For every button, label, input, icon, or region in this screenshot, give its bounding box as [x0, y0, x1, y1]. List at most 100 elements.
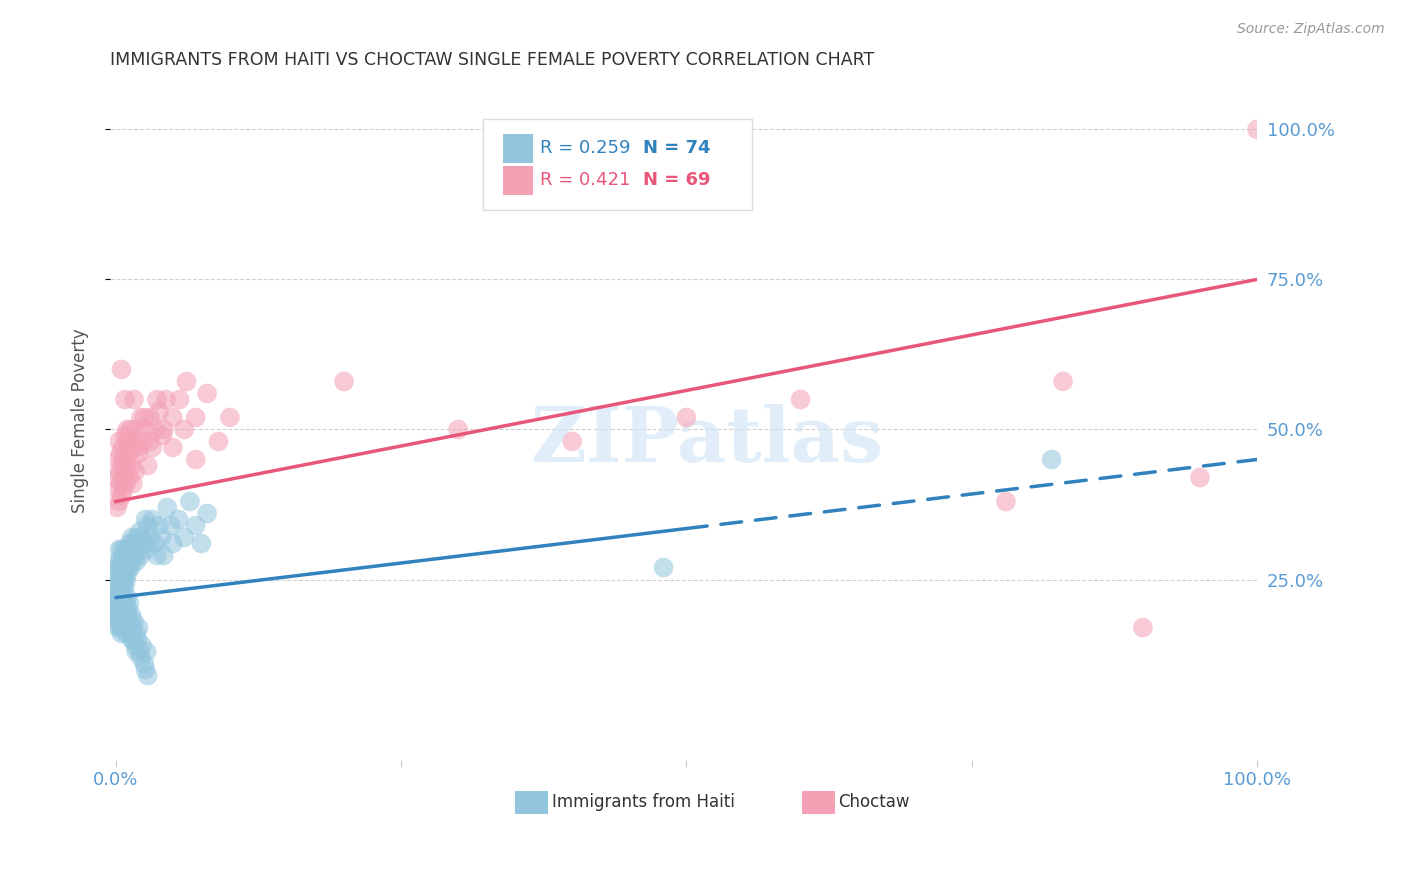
Point: [120, 542, 142, 557]
Point: [114, 615, 136, 629]
Point: [125, 531, 148, 545]
Point: [120, 434, 142, 449]
Point: [107, 597, 129, 611]
Point: [110, 621, 132, 635]
Point: [135, 644, 157, 658]
Point: [141, 441, 163, 455]
FancyBboxPatch shape: [503, 135, 533, 162]
Point: [115, 549, 138, 563]
Point: [120, 626, 142, 640]
Point: [115, 542, 138, 557]
Point: [110, 476, 132, 491]
Point: [127, 536, 149, 550]
Point: [110, 362, 132, 376]
Point: [111, 555, 134, 569]
Point: [162, 536, 184, 550]
Point: [108, 434, 131, 449]
Point: [146, 392, 169, 407]
Point: [110, 578, 132, 592]
Point: [145, 422, 167, 436]
Point: [121, 549, 143, 563]
Point: [114, 465, 136, 479]
Point: [107, 602, 129, 616]
Point: [107, 566, 129, 581]
Point: [120, 560, 142, 574]
Point: [114, 602, 136, 616]
Point: [127, 632, 149, 647]
Point: [112, 602, 135, 616]
Point: [117, 549, 139, 563]
Point: [152, 422, 174, 436]
Point: [115, 422, 138, 436]
Point: [111, 560, 134, 574]
Point: [159, 518, 181, 533]
Point: [110, 591, 132, 605]
Point: [131, 639, 153, 653]
Point: [139, 434, 162, 449]
Point: [994, 494, 1017, 508]
Point: [110, 584, 132, 599]
Point: [129, 650, 152, 665]
Point: [146, 549, 169, 563]
Point: [108, 591, 131, 605]
Text: IMMIGRANTS FROM HAITI VS CHOCTAW SINGLE FEMALE POVERTY CORRELATION CHART: IMMIGRANTS FROM HAITI VS CHOCTAW SINGLE …: [110, 51, 875, 69]
Point: [110, 458, 132, 473]
Point: [111, 615, 134, 629]
Point: [1188, 470, 1211, 484]
Point: [111, 441, 134, 455]
Point: [114, 566, 136, 581]
Point: [184, 410, 207, 425]
Point: [124, 639, 146, 653]
Point: [124, 465, 146, 479]
Point: [117, 602, 139, 616]
Point: [115, 434, 138, 449]
Point: [184, 518, 207, 533]
Point: [179, 494, 201, 508]
Point: [107, 483, 129, 497]
Point: [173, 531, 195, 545]
Point: [107, 578, 129, 592]
FancyBboxPatch shape: [482, 119, 752, 211]
Point: [148, 404, 170, 418]
Point: [156, 500, 179, 515]
Point: [129, 549, 152, 563]
Point: [184, 452, 207, 467]
Point: [1040, 452, 1063, 467]
Point: [1052, 375, 1074, 389]
Point: [118, 597, 141, 611]
Point: [121, 531, 143, 545]
Point: [108, 597, 131, 611]
Point: [134, 512, 156, 526]
Point: [114, 542, 136, 557]
Point: [136, 668, 159, 682]
Point: [117, 560, 139, 574]
Point: [111, 621, 134, 635]
Point: [134, 663, 156, 677]
Point: [110, 608, 132, 623]
Point: [173, 422, 195, 436]
Point: [108, 584, 131, 599]
Point: [128, 542, 150, 557]
Point: [121, 632, 143, 647]
Point: [108, 615, 131, 629]
Point: [128, 446, 150, 460]
Point: [128, 621, 150, 635]
Point: [108, 494, 131, 508]
Point: [110, 602, 132, 616]
Point: [108, 573, 131, 587]
Point: [118, 470, 141, 484]
Point: [110, 626, 132, 640]
Point: [115, 573, 138, 587]
Point: [122, 441, 145, 455]
Point: [1246, 122, 1268, 136]
Point: [115, 566, 138, 581]
FancyBboxPatch shape: [801, 791, 835, 814]
Text: Choctaw: Choctaw: [838, 793, 910, 812]
Point: [219, 410, 242, 425]
Point: [134, 422, 156, 436]
Point: [125, 422, 148, 436]
Point: [105, 470, 128, 484]
Point: [115, 621, 138, 635]
Point: [121, 458, 143, 473]
Point: [122, 536, 145, 550]
